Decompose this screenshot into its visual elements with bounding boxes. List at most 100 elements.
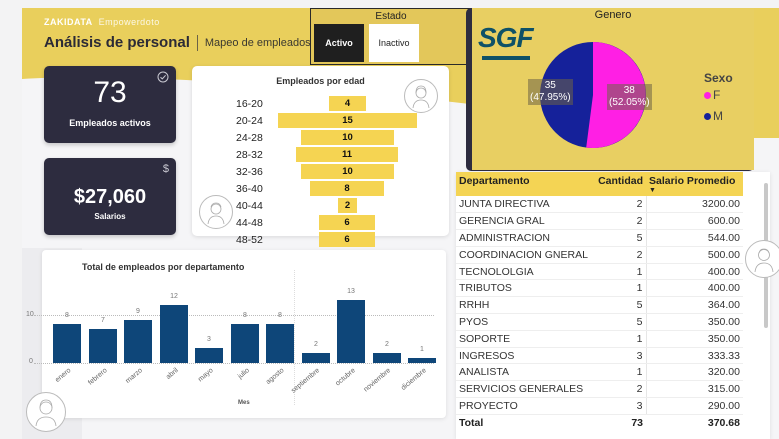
age-bar[interactable]: 15 [278,113,417,128]
legend-dot-m [704,112,711,120]
cell-cantidad: 1 [593,279,647,298]
cell-salario: 364.00 [646,296,743,315]
x-label: marzo [124,367,144,385]
gender-chart: Genero SGF 35 (47.95%) 38 (52.05%) Sexo … [472,8,754,170]
age-range-label: 32-36 [236,166,263,178]
pie-label-m-value: 35 [544,80,556,91]
bar-enero[interactable] [53,324,81,363]
pie-label-f-value: 38 [623,85,635,96]
cell-departamento: SERVICIOS GENERALES [456,380,593,399]
x-label: febrero [87,367,109,387]
age-bar[interactable]: 10 [301,164,394,179]
slicer-option-activo[interactable]: Activo [314,24,364,62]
dollar-icon: $ [162,163,169,175]
bar-mayo[interactable] [195,348,223,363]
table-row[interactable]: JUNTA DIRECTIVA 2 3200.00 [456,196,743,214]
x-label: julio [236,367,251,381]
bar-value: 1 [420,346,424,353]
total-label: Total [456,413,593,432]
check-circle-icon [157,71,169,86]
cell-salario: 350.00 [646,330,743,348]
col-header-cantidad[interactable]: Cantidad [593,172,646,196]
table-row[interactable]: SOPORTE 1 350.00 [456,330,743,348]
x-label: mayo [196,367,215,384]
bar-abril[interactable] [160,305,188,363]
sort-desc-icon: ▼ [649,187,656,194]
age-row: 20-24 15 [192,113,449,129]
age-range-label: 28-32 [236,149,263,161]
age-bar[interactable]: 11 [296,147,398,162]
table-row[interactable]: COORDINACION GNERAL 2 500.00 [456,246,743,264]
cell-departamento: JUNTA DIRECTIVA [456,196,593,214]
age-row: 40-44 2 [192,198,449,214]
bar-noviembre[interactable] [373,353,401,363]
cell-departamento: ANALISTA [456,363,593,382]
dept-chart-title: Total de empleados por departamento [82,262,245,272]
department-table-card: Departamento Cantidad Salario Promedio ▼… [456,172,770,439]
y-tick-10: 10 [26,311,34,318]
bar-octubre[interactable] [337,300,365,363]
bar-value: 12 [170,293,178,300]
age-bar[interactable]: 10 [301,130,394,145]
x-label: octubre [334,367,357,388]
cell-salario: 320.00 [646,363,743,382]
col-header-salario[interactable]: Salario Promedio ▼ [646,172,743,196]
table-total-row: Total 73 370.68 [456,413,743,432]
table-row[interactable]: ADMINISTRACION 5 544.00 [456,229,743,247]
table-row[interactable]: GERENCIA GRAL 2 600.00 [456,212,743,231]
cell-departamento: PYOS [456,313,593,331]
legend-item-f[interactable]: F [704,88,720,102]
table-row[interactable]: PROYECTO 3 290.00 [456,397,743,415]
table-row[interactable]: INGRESOS 3 333.33 [456,347,743,365]
title-divider [196,34,198,51]
legend-label-m: M [713,109,723,123]
table-row[interactable]: ANALISTA 1 320.00 [456,363,743,382]
bar-value: 9 [136,308,140,315]
cell-departamento: TECNOLOLGIA [456,263,593,281]
kpi-salaries-label: Salarios [94,212,126,221]
table-row[interactable]: TRIBUTOS 1 400.00 [456,279,743,298]
age-row: 32-36 10 [192,164,449,180]
cell-cantidad: 1 [593,263,647,281]
x-label: abril [164,367,180,381]
cell-cantidad: 2 [593,380,647,399]
bar-julio[interactable] [231,324,259,363]
brand-tagline: Empowerdoto [98,17,160,27]
sgf-logo: SGF [478,22,534,53]
male-avatar-icon [199,195,233,229]
slicer-option-inactivo[interactable]: Inactivo [369,24,419,62]
bar-febrero[interactable] [89,329,117,363]
cell-salario: 400.00 [646,279,743,298]
age-bar[interactable]: 6 [319,215,375,230]
bar-value: 3 [207,336,211,343]
bar-diciembre[interactable] [408,358,436,363]
cell-salario: 315.00 [646,380,743,399]
bar-value: 7 [101,317,105,324]
kpi-employees-value: 73 [93,76,127,109]
col-header-departamento[interactable]: Departamento [456,172,593,196]
bar-value: 13 [347,288,355,295]
table-row[interactable]: PYOS 5 350.00 [456,313,743,331]
kpi-employees-label: Empleados activos [69,118,151,128]
table-row[interactable]: TECNOLOLGIA 1 400.00 [456,263,743,281]
age-row: 24-28 10 [192,130,449,146]
cell-salario: 350.00 [646,313,743,331]
legend-item-m[interactable]: M [704,109,723,123]
age-bar[interactable]: 8 [310,181,384,196]
table-row[interactable]: SERVICIOS GENERALES 2 315.00 [456,380,743,399]
kpi-salaries-card: $ $27,060 Salarios [44,158,176,235]
female-avatar-icon-bottom [26,392,66,432]
bar-agosto[interactable] [266,324,294,363]
x-label: enero [54,367,73,384]
age-range-label: 24-28 [236,132,263,144]
age-bar[interactable]: 2 [338,198,357,213]
cell-salario: 600.00 [646,212,743,231]
cell-cantidad: 2 [593,246,647,264]
table-row[interactable]: RRHH 5 364.00 [456,296,743,315]
bar-marzo[interactable] [124,320,152,363]
age-bar[interactable]: 4 [329,96,366,111]
bar-value: 2 [385,341,389,348]
bar-septiembre[interactable] [302,353,330,363]
legend-label-f: F [713,88,721,102]
age-bar[interactable]: 6 [319,232,375,247]
